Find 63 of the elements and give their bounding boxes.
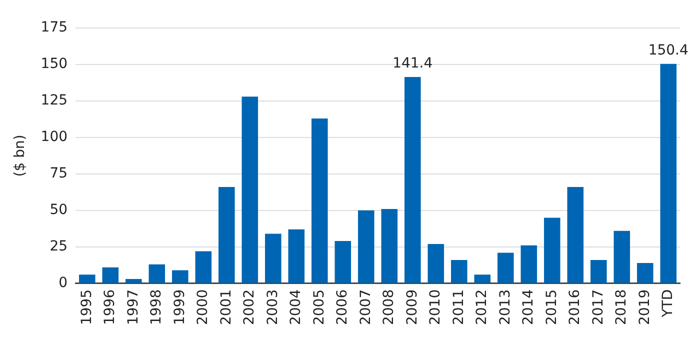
x-tick-label: 2004 [288,289,304,326]
y-tick-label: 150 [40,56,68,72]
y-tick-label: 0 [58,275,68,292]
bar [79,274,96,283]
x-tick-label: 2010 [428,289,444,326]
bar [474,274,491,283]
x-tick-label: 2001 [218,289,234,326]
x-tick-label: 2005 [311,289,328,326]
bar [590,260,607,283]
bar [102,267,119,283]
data-label: 150.4 [648,42,688,59]
bar [428,244,444,283]
bar [312,118,328,283]
bar [288,229,305,283]
x-tick-label: 2013 [497,289,514,326]
x-tick-label: 2006 [334,289,351,326]
x-tick-label: YTD [660,289,676,318]
bar [404,77,421,283]
x-tick-label: 2012 [474,289,490,326]
y-tick-label: 175 [40,20,68,36]
y-tick-label: 125 [40,92,68,109]
bar [172,270,188,283]
bar [520,245,538,283]
bar [195,251,212,283]
bar [148,264,166,283]
x-tick-label: 2017 [590,289,606,326]
x-tick-label: 2015 [544,289,560,326]
x-tick-label: 2000 [195,289,212,326]
bar [614,230,630,283]
data-label: 141.4 [392,56,433,72]
bar [242,96,258,283]
x-tick-label: 1998 [148,289,165,326]
bar [265,234,282,283]
y-tick-label: 100 [40,129,68,146]
y-tick-label: 75 [50,166,68,182]
x-tick-label: 2011 [450,289,467,326]
x-tick-label: 2008 [381,289,398,326]
bar [358,210,374,283]
x-tick-label: 2002 [242,289,258,326]
bar [126,278,142,283]
bar [497,252,514,283]
bar [450,260,468,283]
x-tick-label: 2019 [636,289,653,326]
x-tick-label: 2009 [404,289,420,326]
bar [567,187,584,283]
y-axis-title: ($ bn) [12,134,28,177]
y-tick-label: 25 [50,238,68,255]
bar [660,64,677,283]
x-tick-label: 2018 [614,289,630,326]
bar [334,241,352,283]
y-tick-label: 50 [50,202,68,218]
x-tick-label: 2007 [358,289,374,326]
x-tick-label: 1996 [102,289,118,326]
x-tick-label: 2003 [264,289,281,326]
x-tick-label: 1997 [125,289,142,326]
bar [218,187,235,283]
x-tick-label: 2014 [520,289,537,326]
x-tick-label: 1999 [172,289,188,326]
bar [636,262,654,283]
bar [544,218,560,283]
x-tick-label: 1995 [78,289,95,326]
bar [381,208,398,283]
x-tick-label: 2016 [567,289,584,326]
